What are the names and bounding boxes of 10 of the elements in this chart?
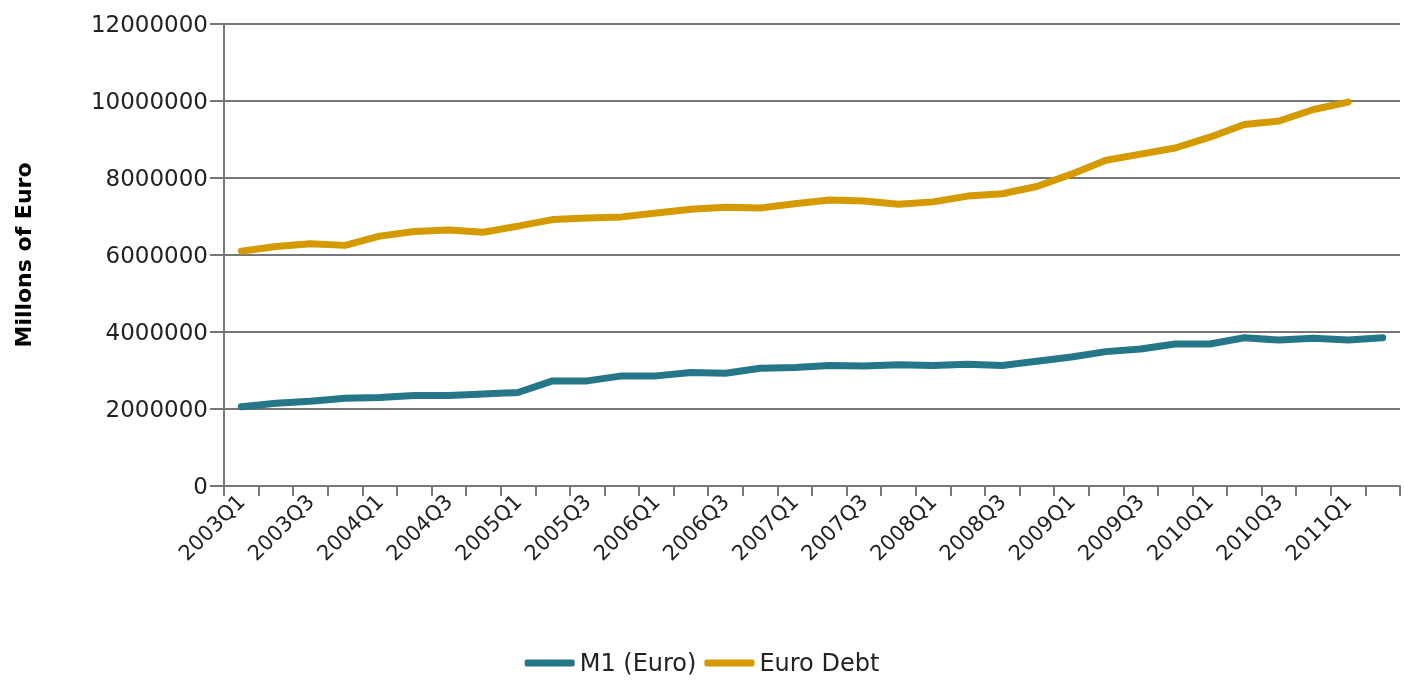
legend-label: M1 (Euro) [579,649,697,677]
y-tick-label: 2000000 [105,396,208,422]
y-tick-label: 6000000 [105,242,208,268]
y-tick-label: 4000000 [105,319,208,345]
y-tick-label: 0 [193,473,208,499]
y-tick-label: 12000000 [90,11,208,37]
y-tick-label: 8000000 [105,165,208,191]
y-axis-title: Millons of Euro [10,162,36,348]
legend-label: Euro Debt [759,649,880,677]
y-tick-label: 10000000 [90,88,208,114]
